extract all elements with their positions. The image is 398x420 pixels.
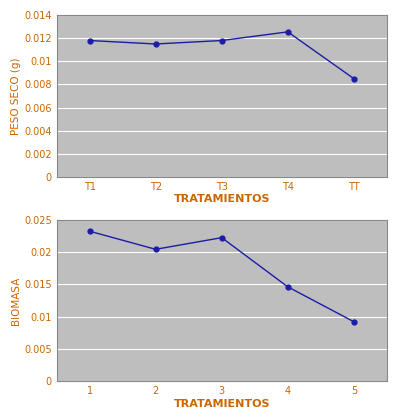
Y-axis label: BIOMASA: BIOMASA <box>11 276 21 325</box>
X-axis label: TRATAMIENTOS: TRATAMIENTOS <box>174 194 270 205</box>
X-axis label: TRATAMIENTOS: TRATAMIENTOS <box>174 399 270 409</box>
Y-axis label: PESO SECO (g): PESO SECO (g) <box>11 57 21 135</box>
